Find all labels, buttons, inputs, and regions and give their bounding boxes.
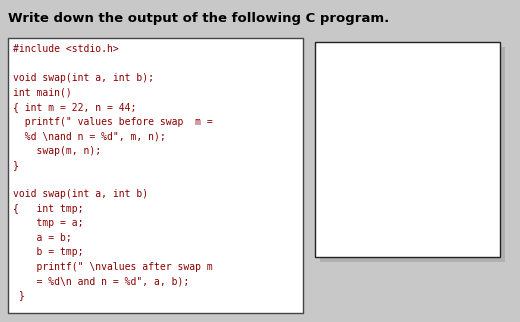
Text: }: } [13,160,19,170]
Text: swap(m, n);: swap(m, n); [13,146,101,156]
Text: }: } [13,290,25,300]
Bar [320,47,505,262]
Text: tmp = a;: tmp = a; [13,218,84,228]
Text: a = b;: a = b; [13,232,72,242]
Bar [315,42,500,257]
Text: int main(): int main() [13,88,72,98]
Text: printf(" values before swap  m =: printf(" values before swap m = [13,117,213,127]
Text: printf(" \nvalues after swap m: printf(" \nvalues after swap m [13,261,213,271]
Text: = %d\n and n = %d", a, b);: = %d\n and n = %d", a, b); [13,276,189,286]
Text: void swap(int a, int b): void swap(int a, int b) [13,189,148,199]
Text: %d \nand n = %d", m, n);: %d \nand n = %d", m, n); [13,131,166,141]
Text: void swap(int a, int b);: void swap(int a, int b); [13,73,154,83]
Text: b = tmp;: b = tmp; [13,247,84,257]
Text: { int m = 22, n = 44;: { int m = 22, n = 44; [13,102,136,112]
Text: {   int tmp;: { int tmp; [13,204,84,213]
Text: #include <stdio.h>: #include <stdio.h> [13,44,119,54]
Text: Write down the output of the following C program.: Write down the output of the following C… [8,12,389,25]
Bar [8,38,303,313]
